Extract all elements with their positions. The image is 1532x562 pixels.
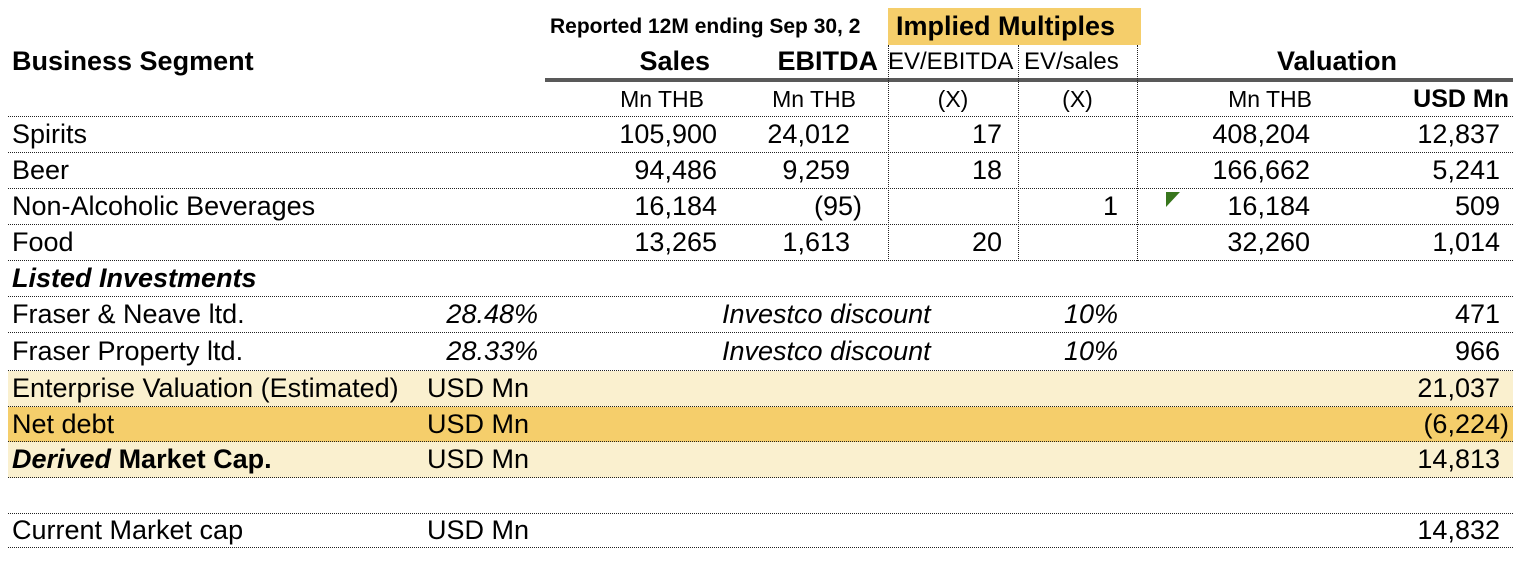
sales-value-cell[interactable]: 94,486 xyxy=(634,155,717,185)
ebitda-value-cell[interactable]: 1,613 xyxy=(782,227,850,257)
unit-cell[interactable]: USD Mn xyxy=(427,373,530,403)
sales-unit-cell[interactable]: Mn THB xyxy=(620,85,704,112)
cell-flag-marker-icon xyxy=(1166,192,1180,207)
valuation-usd-value-cell[interactable]: 471 xyxy=(1454,299,1500,329)
segment-row-beer: Beer 94,486 9,259 18 166,662 5,241 xyxy=(8,153,1513,189)
column-separator-line xyxy=(888,45,889,261)
valuation-usd-value-cell[interactable]: 509 xyxy=(1454,191,1500,221)
derived-market-cap-row: Derived Market Cap. USD Mn 14,813 xyxy=(8,442,1513,478)
segment-row-spirits: Spirits 105,900 24,012 17 408,204 12,837 xyxy=(8,117,1513,153)
stake-percent-cell[interactable]: 28.48% xyxy=(446,299,538,329)
valuation-usd-value-cell[interactable]: 1,014 xyxy=(1432,227,1500,257)
enterprise-valuation-row: Enterprise Valuation (Estimated) USD Mn … xyxy=(8,371,1513,407)
segment-name-cell[interactable]: Spirits xyxy=(12,119,88,149)
column-separator-line xyxy=(1137,45,1138,261)
listed-investment-row-fraser-property: Fraser Property ltd. 28.33% Investco dis… xyxy=(8,333,1513,371)
summary-value-cell[interactable]: (6,224) xyxy=(1423,408,1509,439)
net-debt-row: Net debt USD Mn (6,224) xyxy=(8,407,1513,442)
discount-percent-cell[interactable]: 10% xyxy=(1063,336,1118,366)
investco-discount-label-cell[interactable]: Investco discount xyxy=(722,336,931,366)
valuation-thb-unit-cell[interactable]: Mn THB xyxy=(1228,85,1312,112)
summary-value-cell[interactable]: 14,832 xyxy=(1417,515,1500,545)
discount-percent-cell[interactable]: 10% xyxy=(1063,299,1118,329)
header-divider-line xyxy=(545,78,1513,82)
investment-name-cell[interactable]: Fraser & Neave ltd. xyxy=(12,299,245,329)
summary-label-cell[interactable]: Enterprise Valuation (Estimated) xyxy=(12,373,399,403)
column-separator-line xyxy=(1018,45,1019,261)
valuation-thb-value-cell[interactable]: 32,260 xyxy=(1227,227,1310,257)
implied-multiples-header-cell[interactable]: Implied Multiples xyxy=(888,8,1141,45)
valuation-column-header-cell[interactable]: Valuation xyxy=(1276,46,1398,76)
segment-name-cell[interactable]: Food xyxy=(12,227,74,257)
valuation-usd-value-cell[interactable]: 12,837 xyxy=(1417,119,1500,149)
ebitda-unit-cell[interactable]: Mn THB xyxy=(772,85,856,112)
reported-period-header-cell[interactable]: Reported 12M ending Sep 30, 2 xyxy=(550,15,861,38)
valuation-thb-value-cell[interactable]: 408,204 xyxy=(1212,119,1310,149)
segment-name-cell[interactable]: Non-Alcoholic Beverages xyxy=(12,191,316,221)
column-header-row: Business Segment Sales EBITDA EV/EBITDA … xyxy=(8,45,1513,78)
valuation-usd-value-cell[interactable]: 5,241 xyxy=(1432,155,1500,185)
listed-investments-section-row: Listed Investments xyxy=(8,261,1513,297)
valuation-thb-value-cell[interactable]: 16,184 xyxy=(1227,191,1310,221)
summary-value-cell[interactable]: 21,037 xyxy=(1417,373,1500,403)
units-row: Mn THB Mn THB (X) (X) Mn THB USD Mn xyxy=(8,82,1513,117)
current-market-cap-row: Current Market cap USD Mn 14,832 xyxy=(8,513,1513,548)
sales-value-cell[interactable]: 105,900 xyxy=(619,119,717,149)
sales-value-cell[interactable]: 13,265 xyxy=(634,227,717,257)
ev-ebitda-unit-cell[interactable]: (X) xyxy=(937,85,969,112)
summary-label-cell[interactable]: Derived Market Cap. xyxy=(8,444,427,475)
unit-cell[interactable]: USD Mn xyxy=(427,408,530,439)
segment-row-non-alcoholic: Non-Alcoholic Beverages 16,184 (95) 1 16… xyxy=(8,189,1513,225)
summary-label-cell[interactable]: Current Market cap xyxy=(12,515,244,545)
investco-discount-label-cell[interactable]: Investco discount xyxy=(722,299,931,329)
listed-investments-header-cell[interactable]: Listed Investments xyxy=(12,263,257,293)
summary-label-cell[interactable]: Net debt xyxy=(12,408,115,439)
ev-sales-unit-cell[interactable]: (X) xyxy=(1062,85,1093,112)
ebitda-column-header-cell[interactable]: EBITDA xyxy=(777,46,879,76)
unit-cell[interactable]: USD Mn xyxy=(427,444,530,474)
ev-ebitda-value-cell[interactable]: 20 xyxy=(971,227,1002,257)
valuation-usd-value-cell[interactable]: 966 xyxy=(1454,336,1500,366)
derived-label-italic: Derived xyxy=(12,444,112,474)
ev-ebitda-value-cell[interactable]: 17 xyxy=(971,119,1002,149)
listed-investment-row-fraser-neave: Fraser & Neave ltd. 28.48% Investco disc… xyxy=(8,297,1513,333)
ebitda-value-cell[interactable]: 24,012 xyxy=(767,119,850,149)
ebitda-value-cell[interactable]: 9,259 xyxy=(782,155,850,185)
ev-ebitda-value-cell[interactable]: 18 xyxy=(971,155,1002,185)
ev-sales-value-cell[interactable]: 1 xyxy=(1102,191,1118,221)
sales-column-header-cell[interactable]: Sales xyxy=(639,46,710,76)
sales-value-cell[interactable]: 16,184 xyxy=(634,191,717,221)
unit-cell[interactable]: USD Mn xyxy=(427,515,530,545)
valuation-usd-unit-cell[interactable]: USD Mn xyxy=(1413,84,1509,113)
business-segment-header-cell[interactable]: Business Segment xyxy=(12,46,254,76)
investment-name-cell[interactable]: Fraser Property ltd. xyxy=(12,336,244,366)
stake-percent-cell[interactable]: 28.33% xyxy=(446,336,538,366)
ev-ebitda-column-header-cell[interactable]: EV/EBITDA xyxy=(888,47,1014,75)
segment-name-cell[interactable]: Beer xyxy=(12,155,70,185)
valuation-thb-value-cell[interactable]: 166,662 xyxy=(1212,155,1310,185)
market-cap-label: Market Cap. xyxy=(111,444,272,474)
ebitda-value-cell[interactable]: (95) xyxy=(813,191,862,221)
segment-row-food: Food 13,265 1,613 20 32,260 1,014 xyxy=(8,225,1513,261)
ev-sales-column-header-cell[interactable]: EV/sales xyxy=(1024,47,1119,75)
summary-value-cell[interactable]: 14,813 xyxy=(1417,444,1500,474)
